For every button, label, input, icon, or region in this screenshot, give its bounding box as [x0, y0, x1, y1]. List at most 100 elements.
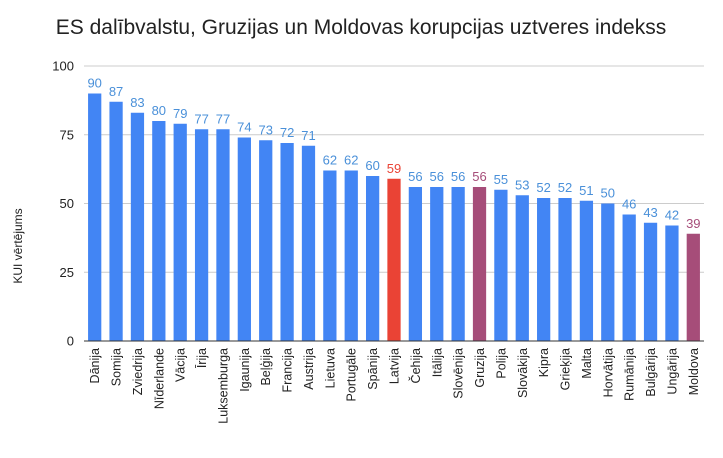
- x-tick-label-25: Rumānija: [623, 348, 637, 401]
- y-axis-label: KUI vērtējums: [11, 208, 25, 283]
- data-label-14: 59: [387, 161, 401, 176]
- data-label-0: 90: [87, 76, 101, 91]
- bar-26: [643, 222, 658, 341]
- data-label-7: 74: [237, 120, 251, 135]
- data-label-21: 52: [536, 180, 550, 195]
- x-tick-label-10: Austrija: [302, 348, 316, 390]
- x-tick-label-18: Gruzija: [473, 348, 487, 388]
- x-tick-label-21: Kipra: [537, 348, 551, 377]
- y-tick-label-25: 25: [60, 265, 74, 280]
- data-label-19: 55: [494, 172, 508, 187]
- data-label-1: 87: [109, 84, 123, 99]
- data-label-28: 39: [686, 216, 700, 231]
- bar-24: [601, 203, 615, 341]
- y-axis-ticks: 0 25 50 75 100: [52, 59, 74, 349]
- x-tick-label-11: Lietuva: [323, 348, 337, 388]
- bar-11: [323, 170, 337, 341]
- bar-23: [579, 200, 594, 341]
- x-tick-label-12: Portugāle: [345, 348, 359, 402]
- x-tick-label-6: Luksemburga: [216, 348, 230, 424]
- x-tick-label-8: Beļģija: [259, 348, 273, 386]
- data-label-22: 52: [558, 180, 572, 195]
- x-axis-ticks: Dānija Somija Zviedrija Nīderlande Vācija Īri…: [88, 348, 701, 424]
- data-label-20: 53: [515, 177, 529, 192]
- data-label-13: 60: [365, 158, 379, 173]
- bar-1: [109, 101, 123, 341]
- x-tick-label-0: Dānija: [88, 348, 102, 383]
- bar-13: [365, 176, 380, 341]
- x-tick-label-1: Somija: [110, 348, 124, 386]
- data-label-4: 79: [173, 106, 187, 121]
- bar-22: [558, 198, 572, 341]
- bar-14: [387, 178, 401, 341]
- x-tick-label-24: Horvātija: [601, 348, 615, 397]
- data-label-17: 56: [451, 169, 465, 184]
- y-tick-label-100: 100: [52, 59, 74, 74]
- bar-20: [515, 195, 529, 341]
- x-tick-label-20: Slovākija: [516, 348, 530, 398]
- x-tick-label-15: Čehija: [408, 348, 423, 383]
- data-label-26: 43: [643, 205, 657, 220]
- x-tick-label-7: Igaunija: [238, 348, 252, 392]
- bar-4: [173, 123, 187, 341]
- data-label-18: 56: [472, 169, 486, 184]
- data-label-8: 73: [258, 122, 272, 137]
- bar-16: [430, 187, 444, 341]
- data-label-27: 42: [665, 208, 679, 223]
- bars: [88, 93, 700, 341]
- x-tick-label-4: Vācija: [174, 348, 188, 382]
- x-tick-label-19: Polija: [494, 348, 508, 379]
- bar-27: [665, 225, 679, 341]
- x-tick-label-9: Francija: [281, 348, 295, 393]
- data-label-24: 50: [601, 186, 615, 201]
- bar-18: [472, 187, 487, 341]
- data-label-16: 56: [430, 169, 444, 184]
- data-label-15: 56: [408, 169, 422, 184]
- data-labels: 90 87 83 80 79 77 77 74 73 72 71 62 62 60 59 56 56 56 56 55…: [87, 76, 700, 231]
- bar-7: [237, 137, 251, 341]
- x-tick-label-2: Zviedrija: [131, 348, 145, 395]
- data-label-9: 72: [280, 125, 294, 140]
- x-tick-label-3: Nīderlande: [152, 348, 166, 409]
- y-tick-label-0: 0: [67, 334, 74, 349]
- data-label-5: 77: [194, 111, 208, 126]
- x-tick-label-26: Bulgārija: [644, 348, 658, 397]
- bar-5: [194, 129, 209, 341]
- y-tick-label-50: 50: [60, 196, 74, 211]
- data-label-23: 51: [579, 183, 593, 198]
- chart-title: ES dalībvalstu, Gruzijas un Moldovas kor…: [56, 16, 666, 39]
- bar-21: [537, 198, 551, 341]
- x-tick-label-5: Īrija: [195, 348, 209, 368]
- x-tick-label-23: Malta: [580, 348, 594, 379]
- x-tick-label-13: Spānija: [366, 348, 380, 390]
- bar-8: [259, 140, 273, 341]
- data-label-3: 80: [152, 103, 166, 118]
- y-tick-label-75: 75: [60, 127, 74, 142]
- data-label-10: 71: [301, 128, 315, 143]
- bar-15: [408, 187, 423, 341]
- data-label-2: 83: [130, 95, 144, 110]
- data-label-12: 62: [344, 153, 358, 168]
- data-label-6: 77: [216, 111, 230, 126]
- bar-10: [301, 145, 316, 341]
- bar-19: [494, 189, 508, 341]
- bar-6: [216, 129, 230, 341]
- data-label-11: 62: [323, 153, 337, 168]
- bar-2: [130, 112, 145, 341]
- x-tick-label-22: Grieķija: [559, 348, 573, 390]
- x-tick-label-27: Ungārija: [665, 348, 679, 395]
- bar-3: [152, 121, 166, 341]
- data-label-25: 46: [622, 197, 636, 212]
- bar-25: [622, 214, 636, 341]
- bar-0: [88, 93, 102, 341]
- x-tick-label-14: Latvija: [388, 348, 402, 384]
- x-tick-label-16: Itālija: [430, 348, 444, 377]
- x-tick-label-28: Moldova: [687, 348, 701, 395]
- bar-28: [686, 233, 700, 341]
- x-tick-label-17: Slovēnija: [452, 348, 466, 399]
- bar-12: [344, 170, 358, 341]
- bar-17: [451, 187, 465, 341]
- bar-9: [280, 143, 294, 341]
